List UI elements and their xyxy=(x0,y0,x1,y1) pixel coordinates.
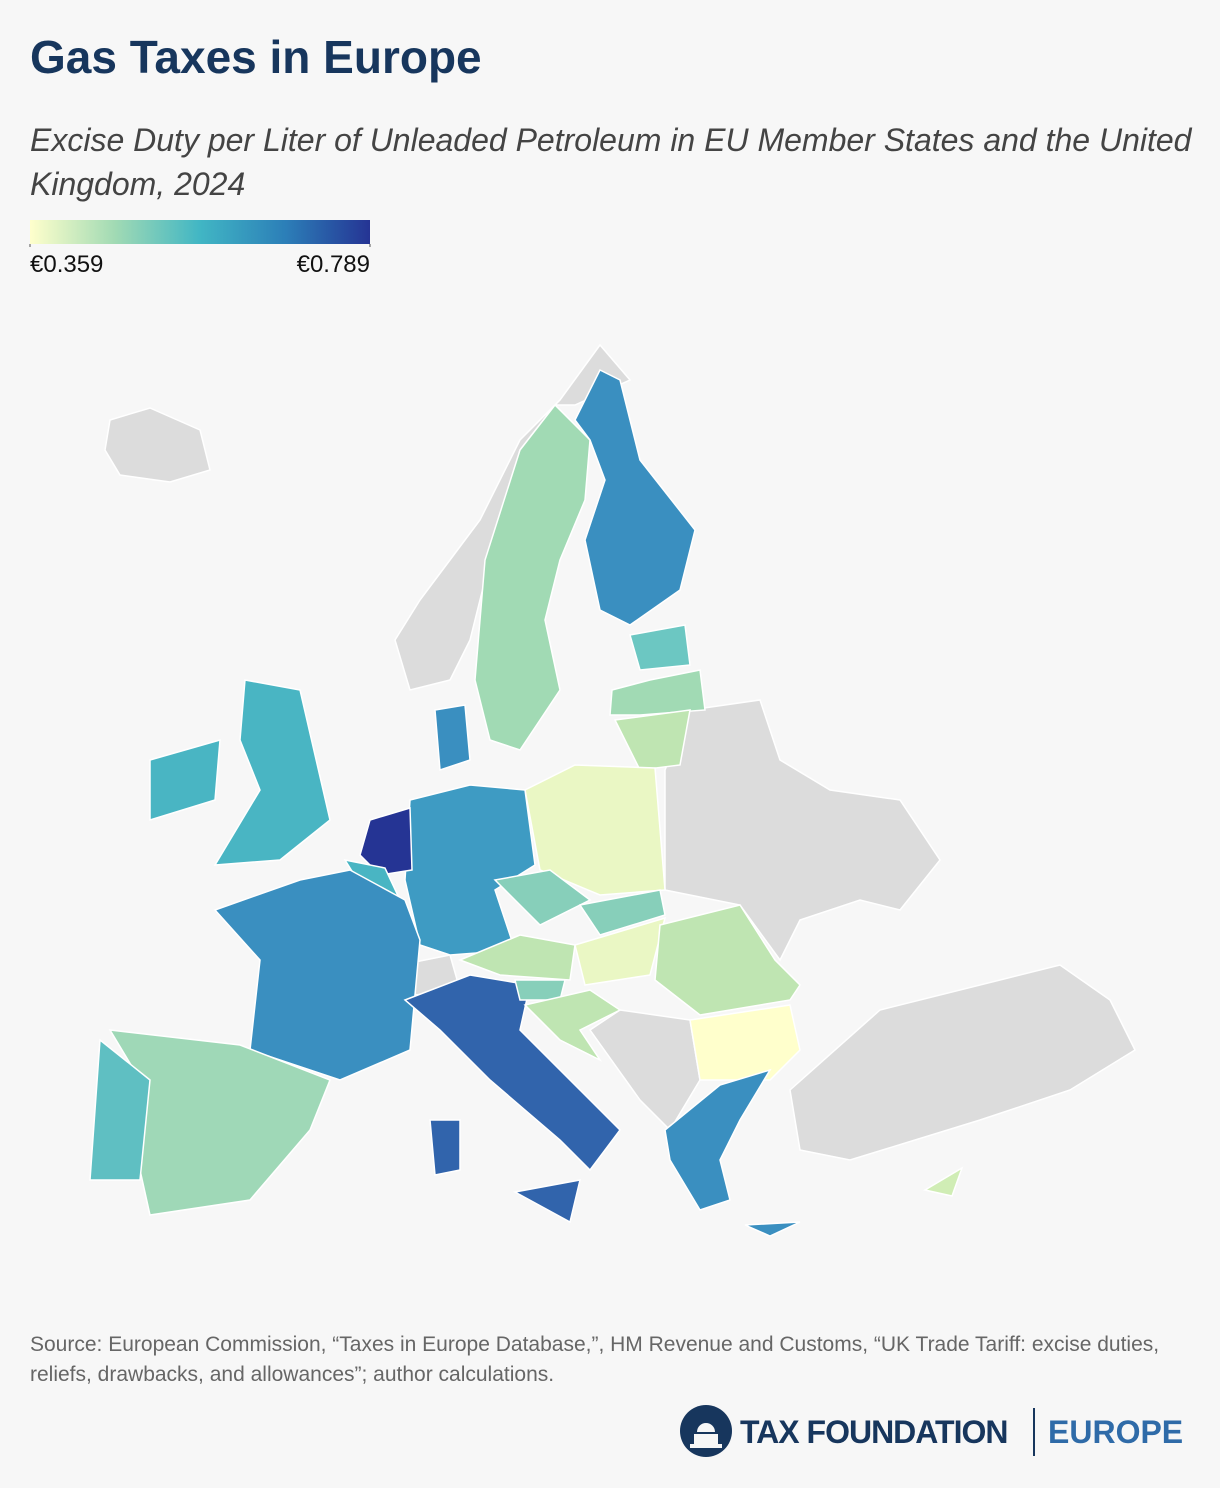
country xyxy=(474,403,591,751)
country xyxy=(613,709,691,771)
country xyxy=(689,1004,801,1081)
country xyxy=(104,407,211,483)
country xyxy=(149,738,221,822)
country xyxy=(574,916,667,986)
country xyxy=(404,784,536,956)
legend-label: €0.359 xyxy=(30,251,103,278)
source: Source: European Commission, “Taxes in E… xyxy=(30,1333,1160,1386)
country xyxy=(523,989,622,1062)
country xyxy=(664,699,941,962)
country xyxy=(359,807,413,876)
logo-name: TAX FOUNDATION xyxy=(740,1414,1007,1450)
country xyxy=(578,889,666,936)
country xyxy=(89,1038,151,1181)
country xyxy=(512,1179,581,1224)
country xyxy=(394,343,632,691)
country xyxy=(429,1119,461,1176)
country xyxy=(213,869,421,1081)
country xyxy=(664,1068,772,1211)
country xyxy=(922,1166,964,1197)
logo-region: EUROPE xyxy=(1048,1414,1183,1450)
country xyxy=(744,1221,801,1237)
countries xyxy=(89,343,1136,1237)
country xyxy=(493,869,592,926)
title: Gas Taxes in Europe xyxy=(30,31,482,83)
subtitle: Excise Duty per Liter of Unleaded Petrol… xyxy=(30,122,1192,202)
logo: TAX FOUNDATION EUROPE xyxy=(680,1405,1183,1457)
country xyxy=(629,624,691,671)
logo-capitol xyxy=(690,1423,722,1448)
country xyxy=(524,764,666,896)
legend-label: €0.789 xyxy=(297,251,370,278)
country xyxy=(588,1009,701,1132)
country xyxy=(213,679,331,866)
legend-bar xyxy=(30,220,370,244)
country xyxy=(574,368,696,626)
country xyxy=(609,669,706,716)
country xyxy=(789,964,1136,1161)
country xyxy=(654,904,801,1016)
country xyxy=(434,704,471,772)
country xyxy=(457,934,576,981)
country xyxy=(403,974,621,1172)
